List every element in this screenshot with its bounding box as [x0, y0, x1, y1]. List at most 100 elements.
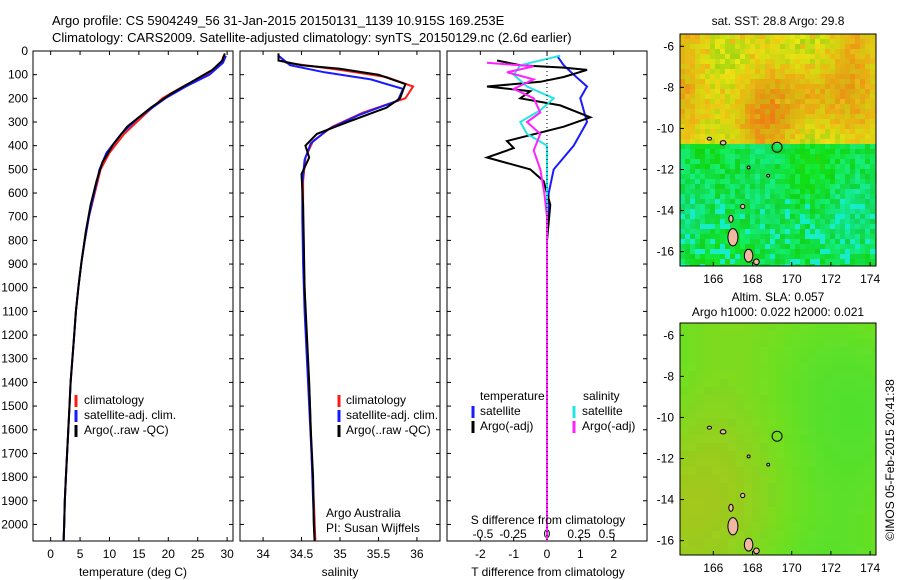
map-cell	[730, 144, 736, 150]
map-cell	[776, 347, 785, 356]
map-cell	[808, 427, 817, 436]
map-cell	[855, 224, 861, 230]
map-cell	[740, 149, 746, 155]
map-cell	[865, 104, 871, 110]
map-cell	[865, 84, 871, 90]
map-cell	[720, 419, 729, 428]
map-cell	[725, 99, 731, 105]
map-cell	[776, 419, 785, 428]
map-cell	[744, 459, 753, 468]
x-tick-label: 34	[256, 547, 270, 561]
map-cell	[855, 34, 861, 40]
map-cell	[795, 204, 801, 210]
map-cell	[845, 109, 851, 115]
map-cell	[785, 204, 791, 210]
map-cell	[870, 149, 876, 155]
map-cell	[865, 239, 871, 245]
map-cell	[720, 154, 726, 160]
map-cell	[720, 229, 726, 235]
sst-float-marker	[771, 141, 783, 153]
map-cell	[710, 99, 716, 105]
depth-tick-label: 1500	[1, 399, 28, 413]
map-cell	[710, 239, 716, 245]
map-cell	[696, 379, 705, 388]
depth-tick-label: 500	[8, 162, 28, 176]
map-cell	[710, 84, 716, 90]
map-cell	[696, 355, 705, 364]
map-cell	[750, 189, 756, 195]
map-cell	[752, 363, 761, 372]
map-cell	[715, 189, 721, 195]
map-cell	[720, 451, 729, 460]
map-cell	[680, 419, 689, 428]
map-cell	[755, 189, 761, 195]
map-cell	[735, 164, 741, 170]
map-cell	[864, 451, 873, 460]
map-cell	[690, 259, 696, 265]
map-cell	[805, 39, 811, 45]
map-cell	[810, 114, 816, 120]
map-cell	[795, 174, 801, 180]
map-cell	[710, 229, 716, 235]
map-cell	[848, 427, 857, 436]
map-cell	[775, 89, 781, 95]
map-cell	[720, 219, 726, 225]
map-cell	[768, 515, 777, 524]
map-cell	[770, 104, 776, 110]
map-cell	[700, 59, 706, 65]
map-cell	[780, 169, 786, 175]
map-cell	[795, 94, 801, 100]
map-cell	[765, 139, 771, 145]
map-cell	[720, 339, 729, 348]
map-cell	[845, 119, 851, 125]
map-cell	[760, 109, 766, 115]
map-cell	[740, 104, 746, 110]
map-cell	[744, 347, 753, 356]
map-cell	[710, 149, 716, 155]
map-cell	[830, 249, 836, 255]
map-cell	[855, 89, 861, 95]
map-cell	[805, 259, 811, 265]
map-cell	[705, 164, 711, 170]
map-cell	[735, 119, 741, 125]
map-cell	[792, 499, 801, 508]
map-cell	[760, 44, 766, 50]
map-cell	[750, 249, 756, 255]
map-cell	[795, 79, 801, 85]
map-cell	[760, 169, 766, 175]
map-cell	[832, 459, 841, 468]
map-cell	[792, 547, 801, 555]
map-cell	[765, 44, 771, 50]
map-cell	[792, 347, 801, 356]
map-cell	[740, 84, 746, 90]
map-cell	[816, 419, 825, 428]
map-cell	[775, 94, 781, 100]
map-cell	[800, 491, 809, 500]
map-cell	[824, 347, 833, 356]
map-cell	[725, 194, 731, 200]
map-cell	[725, 64, 731, 70]
map-cell	[845, 224, 851, 230]
map-cell	[832, 371, 841, 380]
map-cell	[750, 129, 756, 135]
map-cell	[720, 99, 726, 105]
map-cell	[680, 224, 686, 230]
map-cell	[704, 483, 713, 492]
map-cell	[780, 144, 786, 150]
map-cell	[870, 229, 876, 235]
map-cell	[795, 229, 801, 235]
map-cell	[695, 254, 701, 260]
map-cell	[850, 164, 856, 170]
map-cell	[825, 49, 831, 55]
map-cell	[840, 459, 849, 468]
map-cell	[845, 104, 851, 110]
map-cell	[700, 69, 706, 75]
map-cell	[688, 387, 697, 396]
map-cell	[695, 164, 701, 170]
map-cell	[850, 159, 856, 165]
map-cell	[800, 219, 806, 225]
map-cell	[685, 264, 691, 266]
map-cell	[680, 194, 686, 200]
map-cell	[830, 184, 836, 190]
map-cell	[860, 239, 866, 245]
